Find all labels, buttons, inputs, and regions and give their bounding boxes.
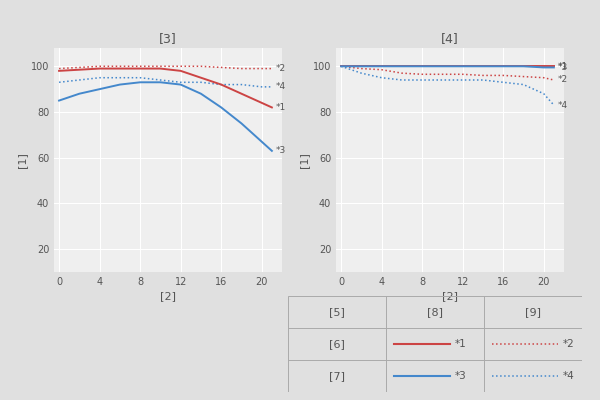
Text: *4: *4 bbox=[276, 82, 286, 91]
Title: [4]: [4] bbox=[441, 32, 459, 46]
Text: *3: *3 bbox=[276, 146, 286, 155]
Text: [6]: [6] bbox=[329, 339, 345, 349]
Text: [5]: [5] bbox=[329, 307, 345, 317]
X-axis label: [2]: [2] bbox=[442, 291, 458, 301]
Text: *2: *2 bbox=[276, 64, 286, 73]
Y-axis label: [1]: [1] bbox=[299, 152, 308, 168]
Text: *1: *1 bbox=[558, 62, 568, 71]
Text: *1: *1 bbox=[276, 103, 286, 112]
Text: [8]: [8] bbox=[427, 307, 443, 317]
Text: *1: *1 bbox=[455, 339, 466, 349]
Text: [7]: [7] bbox=[329, 371, 345, 381]
Text: *2: *2 bbox=[562, 339, 574, 349]
Y-axis label: [1]: [1] bbox=[17, 152, 26, 168]
Text: *4: *4 bbox=[562, 371, 574, 381]
Text: *2: *2 bbox=[558, 76, 568, 84]
X-axis label: [2]: [2] bbox=[160, 291, 176, 301]
Text: *3: *3 bbox=[558, 63, 568, 72]
Title: [3]: [3] bbox=[159, 32, 177, 46]
Text: *3: *3 bbox=[455, 371, 466, 381]
Text: *4: *4 bbox=[558, 101, 568, 110]
Text: [9]: [9] bbox=[525, 307, 541, 317]
